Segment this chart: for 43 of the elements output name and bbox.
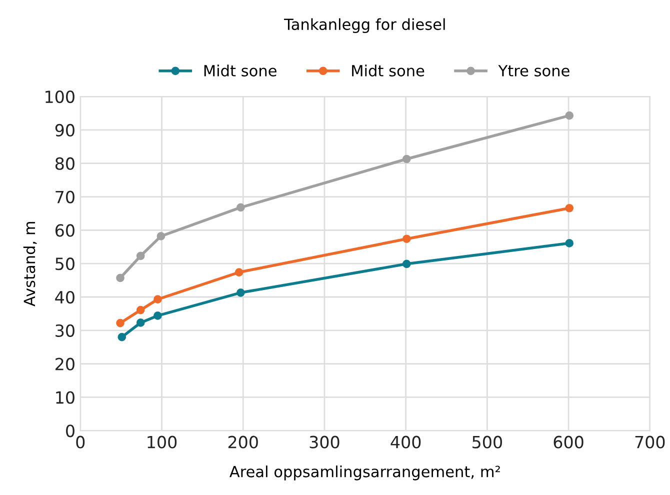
- legend-label: Midt sone: [352, 64, 424, 76]
- x-tick-label: 100: [148, 436, 177, 448]
- point: [116, 318, 124, 328]
- point: [402, 154, 411, 164]
- x-tick-label: 600: [554, 436, 584, 448]
- point: [118, 332, 126, 342]
- point: [154, 295, 162, 304]
- y-tick-label: 60: [55, 224, 74, 237]
- y-axis-title: Avstand, m: [23, 222, 37, 306]
- point: [402, 234, 411, 244]
- y-tick-label: 20: [56, 358, 74, 370]
- x-tick-label: 0: [76, 436, 85, 448]
- point: [136, 252, 145, 260]
- x-tick-label: 200: [228, 436, 258, 448]
- y-tick-label: 10: [56, 391, 74, 404]
- legend-label: Midt sone: [204, 64, 276, 76]
- x-axis-title: Areal oppsamlingsarrangement, m²: [230, 466, 500, 480]
- y-tick-label: 90: [55, 124, 74, 137]
- point: [156, 232, 166, 240]
- point: [565, 111, 574, 120]
- point: [154, 312, 162, 320]
- point: [565, 204, 574, 212]
- point: [116, 274, 124, 282]
- y-tick-label: 70: [56, 190, 74, 204]
- y-tick-label: 100: [46, 90, 74, 104]
- point: [234, 268, 244, 276]
- point: [236, 288, 245, 297]
- point: [565, 239, 574, 248]
- y-tick-label: 50: [56, 258, 74, 270]
- x-tick-label: 700: [635, 436, 665, 448]
- x-tick-label: 300: [310, 436, 340, 448]
- x-tick-label: 400: [390, 436, 421, 448]
- point: [236, 203, 245, 212]
- chart-title: Tankanlegg for diesel: [284, 18, 445, 34]
- point: [136, 318, 145, 327]
- x-tick-label: 500: [472, 436, 502, 448]
- legend-label: Ytre sone: [498, 65, 570, 76]
- y-tick-label: 0: [66, 424, 74, 438]
- y-tick-label: 30: [56, 324, 74, 337]
- y-tick-label: 80: [55, 157, 74, 170]
- y-tick-label: 40: [55, 290, 74, 304]
- point: [136, 306, 145, 314]
- point: [402, 260, 411, 268]
